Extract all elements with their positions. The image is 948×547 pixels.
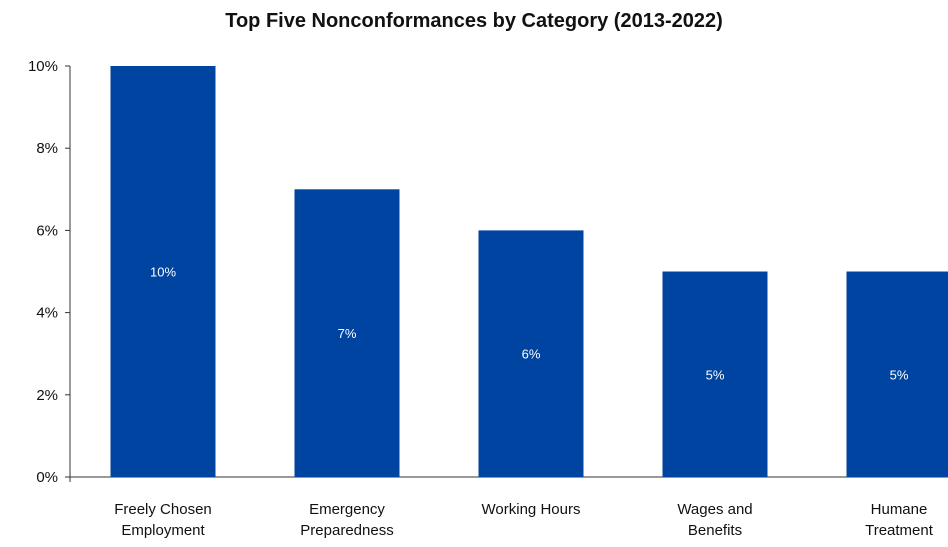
data-label: 5% [890, 367, 909, 382]
data-label: 10% [150, 265, 176, 280]
x-category-label-line: Working Hours [482, 501, 581, 518]
y-tick-label: 4% [36, 305, 58, 322]
y-tick-label: 0% [36, 469, 58, 486]
x-category-label: Emergency Preparedness [300, 501, 393, 539]
x-category-label: Working Hours [482, 501, 581, 518]
x-category-label-line: Wages and [677, 501, 752, 518]
x-category-label: Freely Chosen Employment [114, 501, 212, 539]
bar [110, 66, 216, 477]
y-tick-label: 8% [36, 140, 58, 157]
y-tick-label: 6% [36, 222, 58, 239]
data-label: 6% [522, 347, 541, 362]
bar [662, 271, 768, 477]
x-category-label-line: Freely Chosen [114, 501, 212, 518]
x-category-label-line: Humane [871, 501, 928, 518]
data-label: 7% [338, 326, 357, 341]
x-category-label-line: Emergency [309, 501, 385, 518]
x-category-label: Humane Treatment [865, 501, 934, 539]
x-category-label-line: Preparedness [300, 522, 393, 539]
x-category-label-line: Employment [121, 522, 205, 539]
bar [846, 271, 948, 477]
y-tick-label: 2% [36, 387, 58, 404]
bar [294, 189, 400, 478]
data-label: 5% [706, 367, 725, 382]
bar [478, 230, 584, 477]
chart-title: Top Five Nonconformances by Category (20… [225, 10, 723, 32]
y-tick-label: 10% [28, 58, 58, 75]
x-category-label-line: Treatment [865, 522, 934, 539]
x-category-label: Wages and Benefits [677, 501, 752, 539]
x-category-label-line: Benefits [688, 522, 742, 539]
